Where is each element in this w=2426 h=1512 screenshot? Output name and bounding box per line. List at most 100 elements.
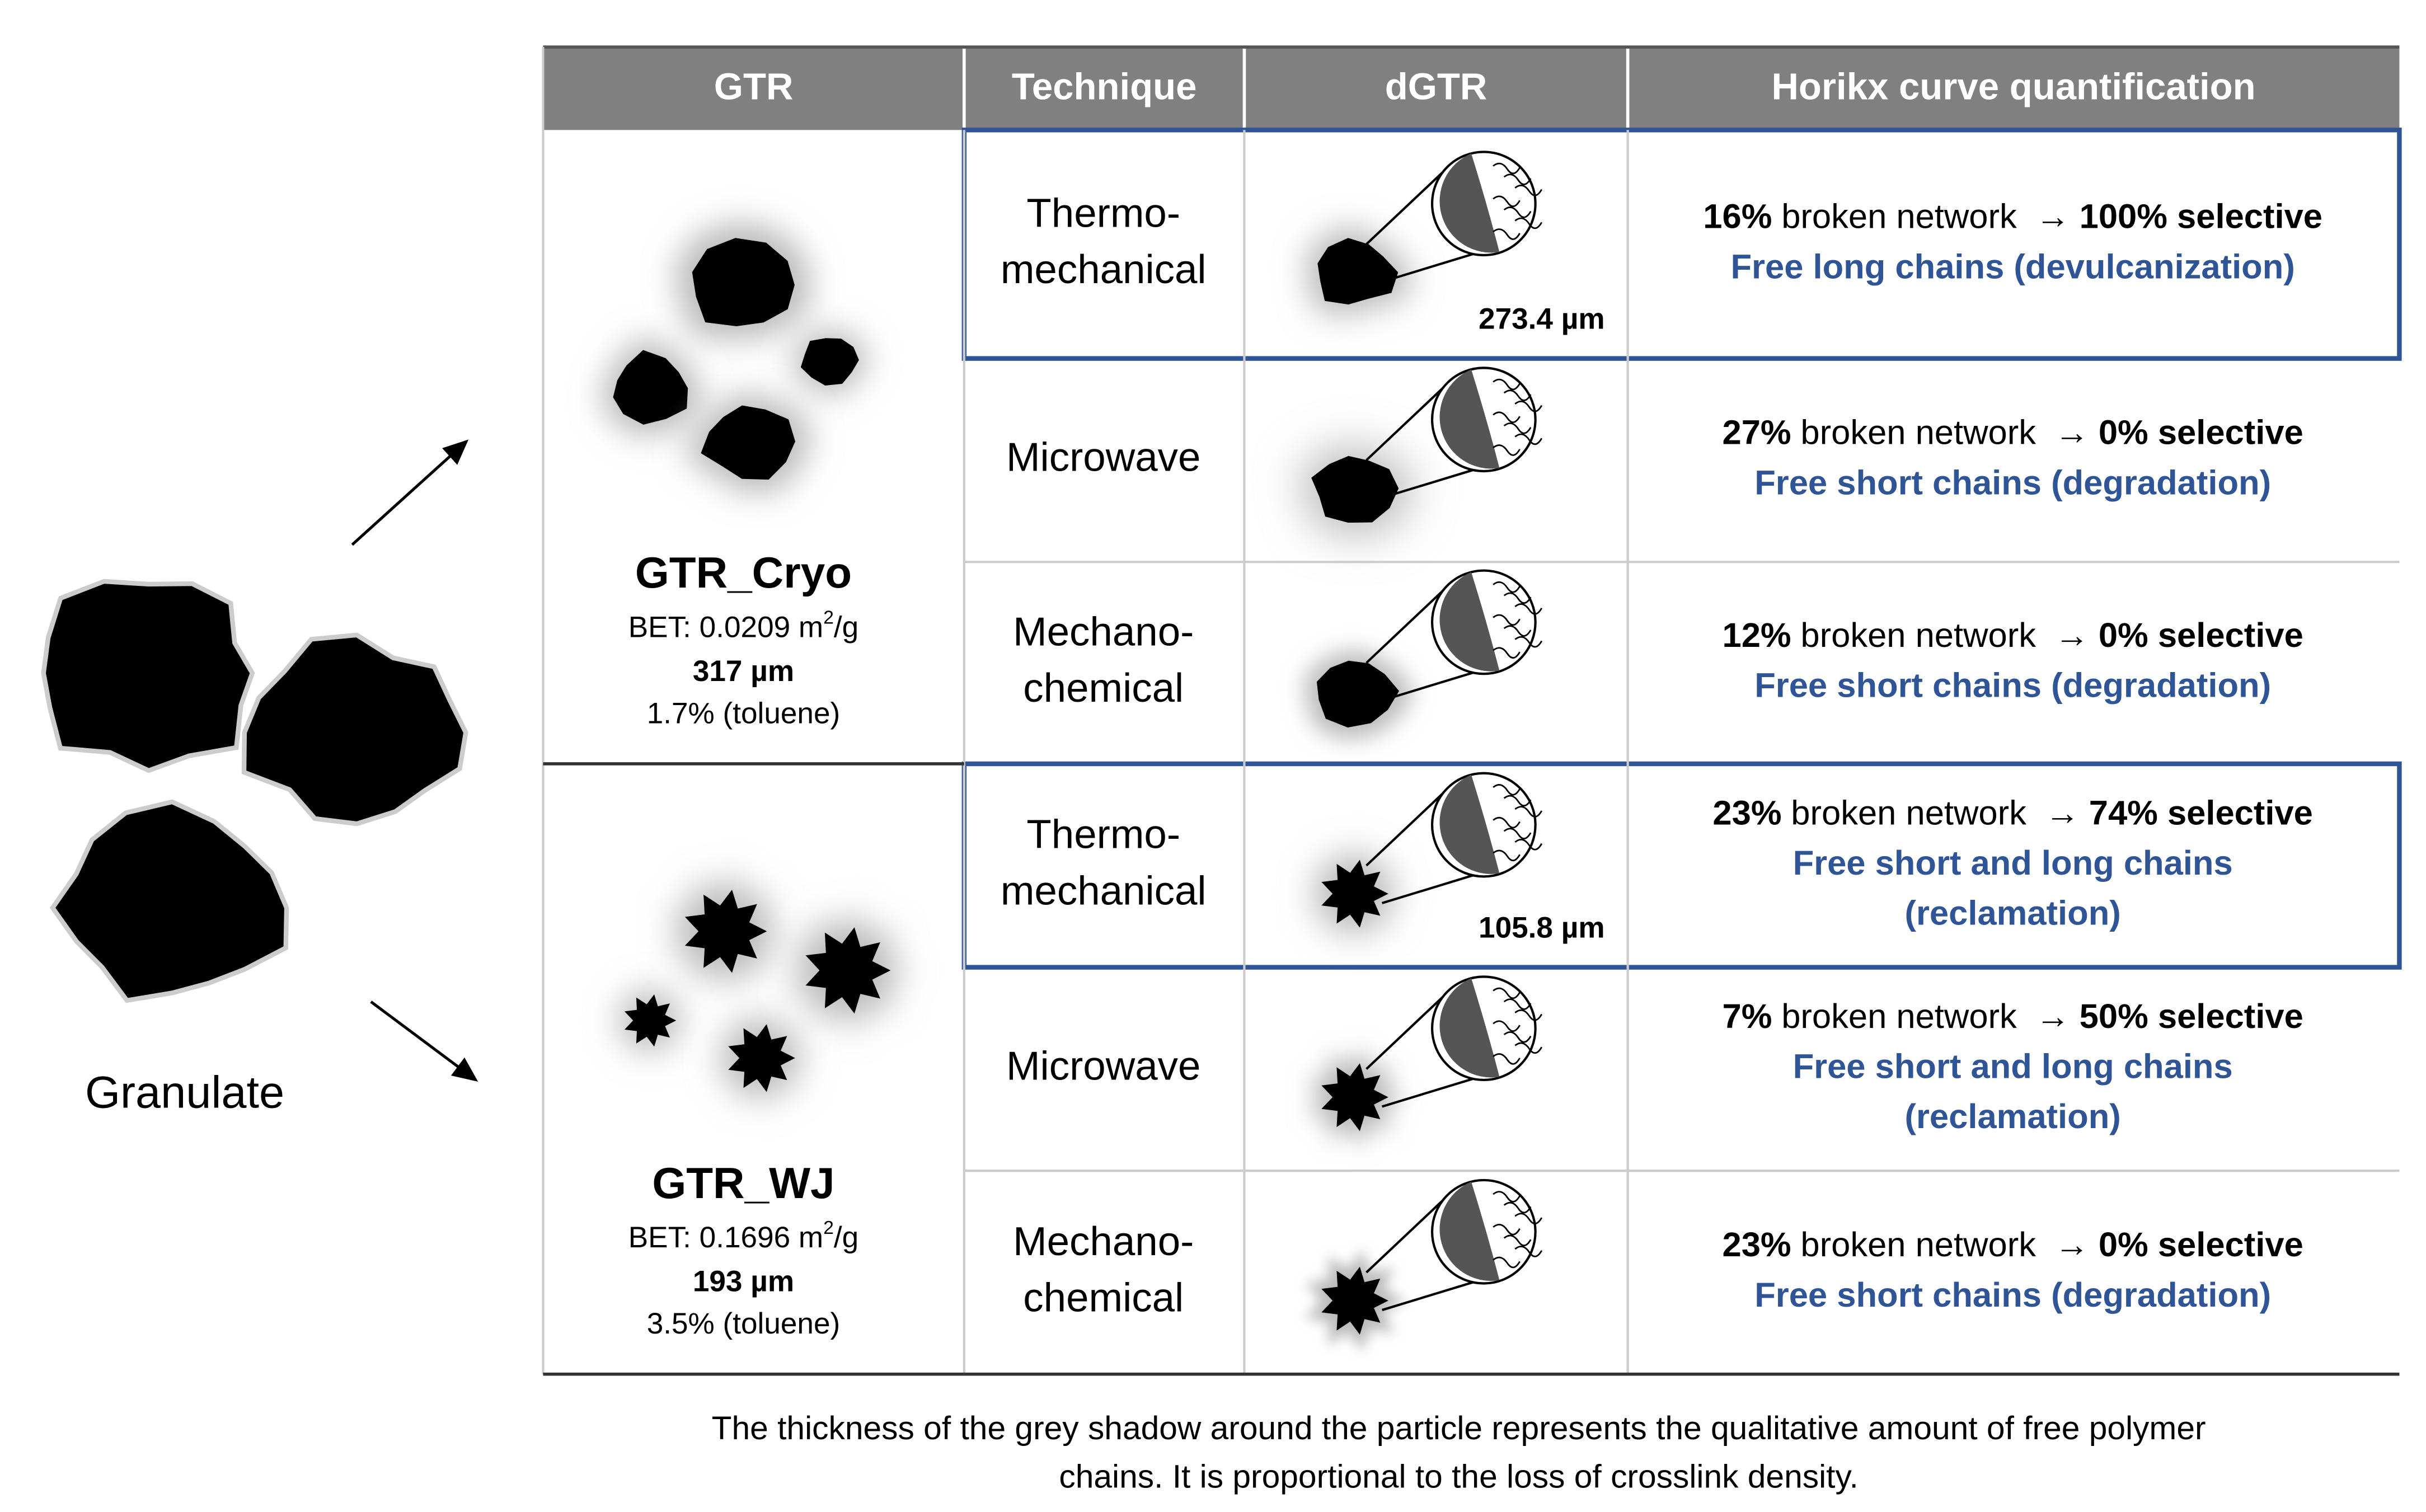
zoom-texture (1493, 1223, 1521, 1236)
zoom-line (1381, 874, 1475, 904)
particle (1321, 1266, 1388, 1335)
zoom-texture (1503, 1201, 1532, 1214)
zoom-texture (1514, 1246, 1543, 1257)
zoom-texture (1493, 228, 1521, 240)
zoom-line (1381, 1280, 1475, 1312)
zoom-line (1365, 786, 1451, 867)
zoom-texture (1503, 206, 1532, 218)
broken-text: broken network (1781, 997, 2017, 1036)
selective: 74% selective (2089, 794, 2313, 833)
zoom-line (1365, 381, 1451, 461)
technique: mechanical (1001, 868, 1207, 913)
zoom-texture (1503, 1031, 1532, 1043)
particle (613, 350, 688, 425)
horikx-line: 12% broken network → 0% selective (1723, 616, 2303, 655)
zoom-texture (1503, 389, 1532, 401)
selective: 100% selective (2080, 198, 2322, 236)
broken-pct: 12% (1723, 616, 1791, 655)
particle (684, 889, 767, 973)
granulate-label: Granulate (85, 1067, 284, 1117)
technique: chemical (1023, 1275, 1184, 1320)
technique: Microwave (1006, 1044, 1200, 1089)
zoom-texture (1493, 614, 1521, 626)
zoom-texture (1493, 647, 1521, 659)
zoom-half (1439, 153, 1500, 253)
group-solvent: 3.5% (toluene) (647, 1307, 841, 1340)
chains: Free short and long chains (1793, 1048, 2233, 1086)
chains: Free short chains (degradation) (1754, 463, 2271, 502)
bet-prefix: BET: 0.0209 m (628, 611, 823, 644)
zoom-texture (1503, 828, 1532, 839)
selective: 50% selective (2080, 997, 2303, 1036)
arrow: → (2045, 794, 2080, 833)
particle (1316, 660, 1400, 728)
broken-pct: 23% (1712, 794, 1781, 833)
bet-suffix: /g (834, 611, 858, 644)
zoom-line (1381, 468, 1475, 499)
zoom-texture (1493, 444, 1521, 456)
zoom-half (1439, 774, 1500, 874)
horikx-line: 27% broken network → 0% selective (1723, 414, 2303, 452)
particle (800, 338, 859, 386)
zoom-texture (1493, 849, 1521, 862)
selective: 0% selective (2099, 616, 2303, 655)
zoom-texture (1493, 1191, 1521, 1203)
granule-outline (241, 632, 468, 827)
bet: BET: 0.0209 m2/g (628, 608, 858, 644)
highlight-box (961, 128, 2402, 361)
arrow: → (2035, 198, 2070, 236)
zoom-texture (1514, 636, 1543, 648)
zoom-half (1439, 369, 1500, 469)
arrow (370, 1001, 478, 1082)
broken-pct: 16% (1703, 198, 1772, 236)
zoom-texture (1493, 816, 1521, 829)
zoom-texture (1514, 1042, 1543, 1054)
zoom-texture (1514, 1213, 1543, 1224)
zoom-texture (1493, 1256, 1521, 1269)
bet: BET: 0.1696 m2/g (628, 1218, 858, 1255)
zoom-texture (1514, 184, 1543, 196)
technique: Thermo- (1026, 812, 1180, 857)
horikx-line: 23% broken network → 74% selective (1712, 794, 2312, 833)
chains: Free long chains (devulcanization) (1730, 247, 2294, 286)
particle (1311, 456, 1399, 523)
zoom-texture (1503, 422, 1532, 434)
zoom-line (1365, 989, 1451, 1070)
zoom-texture (1493, 581, 1521, 593)
dgtr-size: 105.8 µm (1479, 911, 1605, 944)
zoom-texture (1493, 987, 1521, 999)
chains: Free short chains (degradation) (1754, 666, 2271, 705)
zoom-half (1439, 572, 1500, 672)
selective: 0% selective (2099, 414, 2303, 452)
zoom-line (1381, 671, 1475, 702)
chains: (reclamation) (1905, 1097, 2121, 1136)
horikx-line: 7% broken network → 50% selective (1723, 997, 2303, 1036)
particle (1321, 860, 1388, 928)
horikx-line: 16% broken network → 100% selective (1703, 198, 2322, 236)
particle (692, 238, 795, 327)
particle (728, 1024, 795, 1092)
particle (1321, 1063, 1388, 1131)
particle (805, 927, 891, 1014)
group-size: 193 µm (693, 1265, 794, 1298)
group-name: GTR_Cryo (635, 548, 852, 597)
granule-outline (41, 579, 255, 773)
header-cell: dGTR (1385, 65, 1487, 107)
arrow (351, 439, 469, 546)
arrow: → (2035, 997, 2070, 1036)
horikx-line: 23% broken network → 0% selective (1723, 1225, 2303, 1264)
group-solvent: 1.7% (toluene) (647, 697, 841, 730)
zoom-line (1365, 165, 1451, 245)
technique: Mechano- (1013, 1219, 1194, 1264)
broken-text: broken network (1791, 794, 2026, 833)
zoom-texture (1503, 625, 1532, 637)
group-name: GTR_WJ (652, 1158, 834, 1208)
zoom-texture (1503, 592, 1532, 604)
zoom-line (1381, 252, 1475, 283)
technique: mechanical (1001, 247, 1207, 292)
zoom-texture (1514, 806, 1543, 818)
zoom-texture (1493, 411, 1521, 423)
header-cell: GTR (714, 65, 794, 107)
zoom-texture (1514, 217, 1543, 229)
granule-outline (49, 799, 289, 1003)
